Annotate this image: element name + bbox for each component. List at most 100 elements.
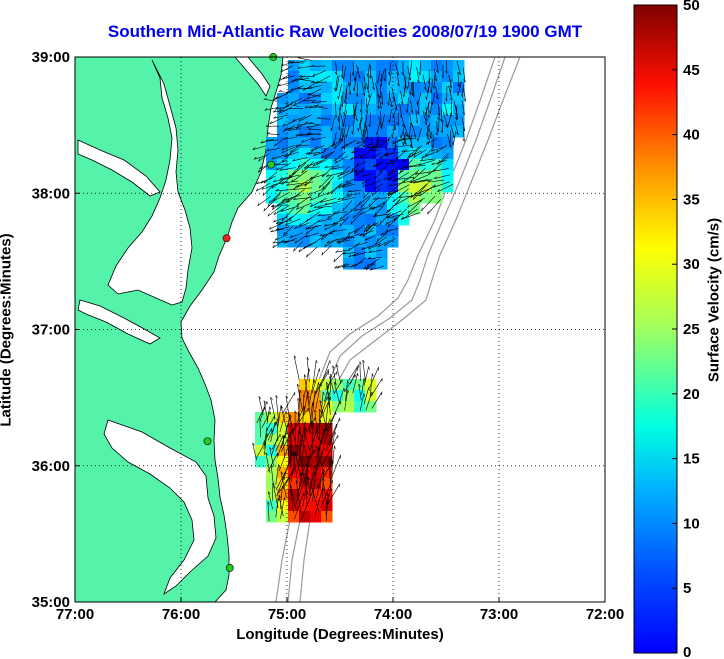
velocity-cell xyxy=(321,445,333,457)
velocity-cell xyxy=(332,126,344,138)
vector-arrowhead xyxy=(363,86,366,90)
velocity-cell xyxy=(321,137,333,149)
vector-arrowhead xyxy=(310,481,313,485)
pamlico-sound xyxy=(103,419,217,596)
velocity-vector xyxy=(308,88,322,96)
velocity-vector xyxy=(360,196,371,209)
velocity-vector xyxy=(338,172,351,180)
velocity-vector xyxy=(309,193,328,201)
velocity-vector xyxy=(301,161,314,174)
velocity-cell xyxy=(288,126,300,138)
velocity-cell xyxy=(277,511,289,523)
velocity-vector xyxy=(276,162,292,171)
velocity-cell xyxy=(343,82,355,94)
velocity-vector xyxy=(311,81,328,83)
vector-arrowhead xyxy=(285,222,288,226)
vector-arrowhead xyxy=(324,147,327,151)
vector-arrowhead xyxy=(418,72,421,76)
velocity-vector xyxy=(339,216,349,227)
vector-arrowhead xyxy=(445,70,448,74)
vector-arrowhead xyxy=(334,145,336,149)
colorbar-tick-label: 25 xyxy=(683,321,700,338)
velocity-vector xyxy=(329,376,335,394)
velocity-vector xyxy=(319,232,334,237)
vector-arrowhead xyxy=(270,229,274,233)
velocity-vector xyxy=(289,232,303,238)
velocity-vector xyxy=(371,179,382,186)
velocity-vector xyxy=(359,156,370,159)
velocity-vector xyxy=(364,113,368,128)
velocity-vector xyxy=(422,110,428,126)
velocity-vector xyxy=(380,69,385,83)
velocity-vector xyxy=(453,130,457,146)
velocity-vector xyxy=(350,367,358,385)
vector-arrowhead xyxy=(293,78,297,81)
velocity-vector xyxy=(253,155,267,160)
vector-arrowhead xyxy=(320,155,324,158)
velocity-vector xyxy=(324,150,336,160)
velocity-vector xyxy=(394,117,396,130)
vector-arrowhead xyxy=(298,164,301,168)
vector-arrowhead xyxy=(306,357,309,361)
velocity-vector xyxy=(302,476,309,507)
velocity-vector xyxy=(356,140,367,145)
velocity-vector xyxy=(307,224,322,230)
velocity-vector xyxy=(305,151,321,155)
velocity-cell xyxy=(299,401,311,413)
vector-arrowhead xyxy=(297,383,300,387)
velocity-vector xyxy=(359,195,371,205)
vector-arrowhead xyxy=(369,206,373,209)
velocity-vector xyxy=(267,452,278,472)
vector-arrowhead xyxy=(311,80,315,83)
velocity-cell xyxy=(354,258,366,270)
colorbar-tick-label: 20 xyxy=(683,386,700,403)
vector-arrowhead xyxy=(263,180,266,184)
vector-arrowhead xyxy=(282,123,286,127)
velocity-vector xyxy=(333,131,337,145)
velocity-vector xyxy=(295,121,309,129)
velocity-vector xyxy=(401,163,420,169)
vector-arrowhead xyxy=(275,395,278,399)
velocity-cell xyxy=(398,126,410,138)
velocity-vector xyxy=(324,380,331,402)
vector-arrowhead xyxy=(407,210,410,214)
vector-arrowhead xyxy=(299,133,303,136)
velocity-vector xyxy=(363,263,376,270)
velocity-vector xyxy=(339,210,352,220)
velocity-vector xyxy=(345,139,357,147)
velocity-cell xyxy=(310,390,322,402)
vector-arrowhead xyxy=(365,110,368,114)
vector-arrowhead xyxy=(416,102,418,106)
velocity-vector xyxy=(411,123,417,138)
vector-arrowhead xyxy=(280,240,284,243)
velocity-cell xyxy=(266,137,278,149)
vector-arrowhead xyxy=(267,203,270,208)
vector-arrowhead xyxy=(339,223,342,227)
vector-arrowhead xyxy=(376,139,380,142)
vector-arrowhead xyxy=(424,111,426,116)
velocity-vector xyxy=(438,117,440,132)
velocity-vector xyxy=(324,223,338,231)
velocity-cell xyxy=(299,170,311,182)
velocity-vector xyxy=(407,197,425,208)
velocity-vector xyxy=(335,249,350,253)
vector-arrowhead xyxy=(379,105,382,109)
velocity-vector xyxy=(378,116,383,129)
vector-arrowhead xyxy=(276,167,279,171)
velocity-vector xyxy=(256,442,266,458)
vector-arrowhead xyxy=(368,250,372,253)
velocity-vector xyxy=(379,165,388,173)
velocity-vector xyxy=(421,152,435,159)
velocity-vector xyxy=(354,105,357,120)
vector-arrowhead xyxy=(334,265,337,269)
velocity-vector xyxy=(338,116,341,131)
vector-arrowhead xyxy=(376,238,379,242)
velocity-cell xyxy=(299,148,311,160)
velocity-vector xyxy=(359,230,374,236)
velocity-cell xyxy=(321,181,333,193)
velocity-vector xyxy=(463,88,467,102)
vector-arrowhead xyxy=(433,169,437,172)
velocity-vector xyxy=(352,373,358,394)
vector-arrowhead xyxy=(347,235,351,239)
velocity-vector xyxy=(308,379,315,406)
